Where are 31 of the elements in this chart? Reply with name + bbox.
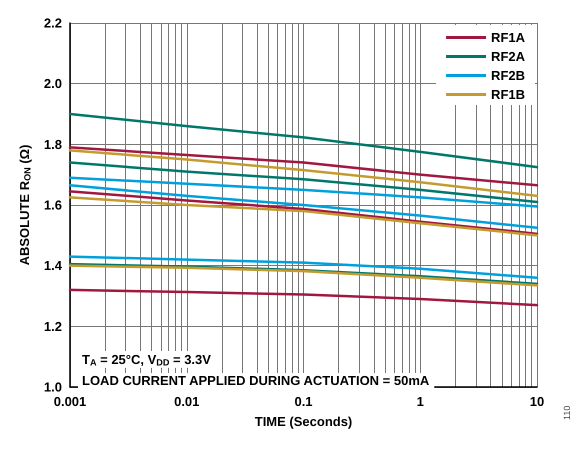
y-tick-label: 2.2 (44, 16, 62, 30)
line-series (68, 149, 538, 198)
line-series (68, 161, 538, 204)
legend-label: RF1B (491, 87, 526, 102)
legend-label: RF2B (491, 68, 526, 83)
y-tick-label: 1.4 (44, 258, 63, 274)
line-series (68, 190, 538, 236)
line-series (68, 184, 538, 229)
y-tick-label: 1.2 (44, 318, 62, 334)
x-tick-label: 0.1 (294, 394, 313, 409)
line-series (68, 196, 538, 237)
x-tick-label: 10 (530, 394, 544, 409)
line-series (68, 176, 538, 208)
y-tick-label: 1.8 (44, 136, 62, 152)
y-axis-title: ABSOLUTE RON (Ω) (17, 144, 32, 266)
line-series (68, 146, 538, 187)
annotation: LOAD CURRENT APPLIED DURING ACTUATION = 50mA (82, 373, 430, 388)
line-series (68, 112, 538, 168)
line-series (68, 255, 538, 280)
x-tick-label: 1 (416, 394, 424, 409)
y-tick-label: 2.0 (44, 76, 62, 92)
legend-label: RF1A (491, 30, 526, 45)
line-series (68, 288, 538, 306)
annotation: TA = 25°C, VDD = 3.3V (82, 352, 212, 368)
x-tick-label: 0.001 (54, 394, 86, 409)
x-tick-label: 0.01 (174, 394, 200, 409)
text: 110 (562, 406, 572, 420)
legend-label: RF2A (491, 49, 526, 64)
x-axis-title: TIME (Seconds) (254, 414, 352, 429)
y-tick-label: 1.0 (44, 380, 62, 394)
y-tick-label: 1.6 (44, 198, 62, 212)
